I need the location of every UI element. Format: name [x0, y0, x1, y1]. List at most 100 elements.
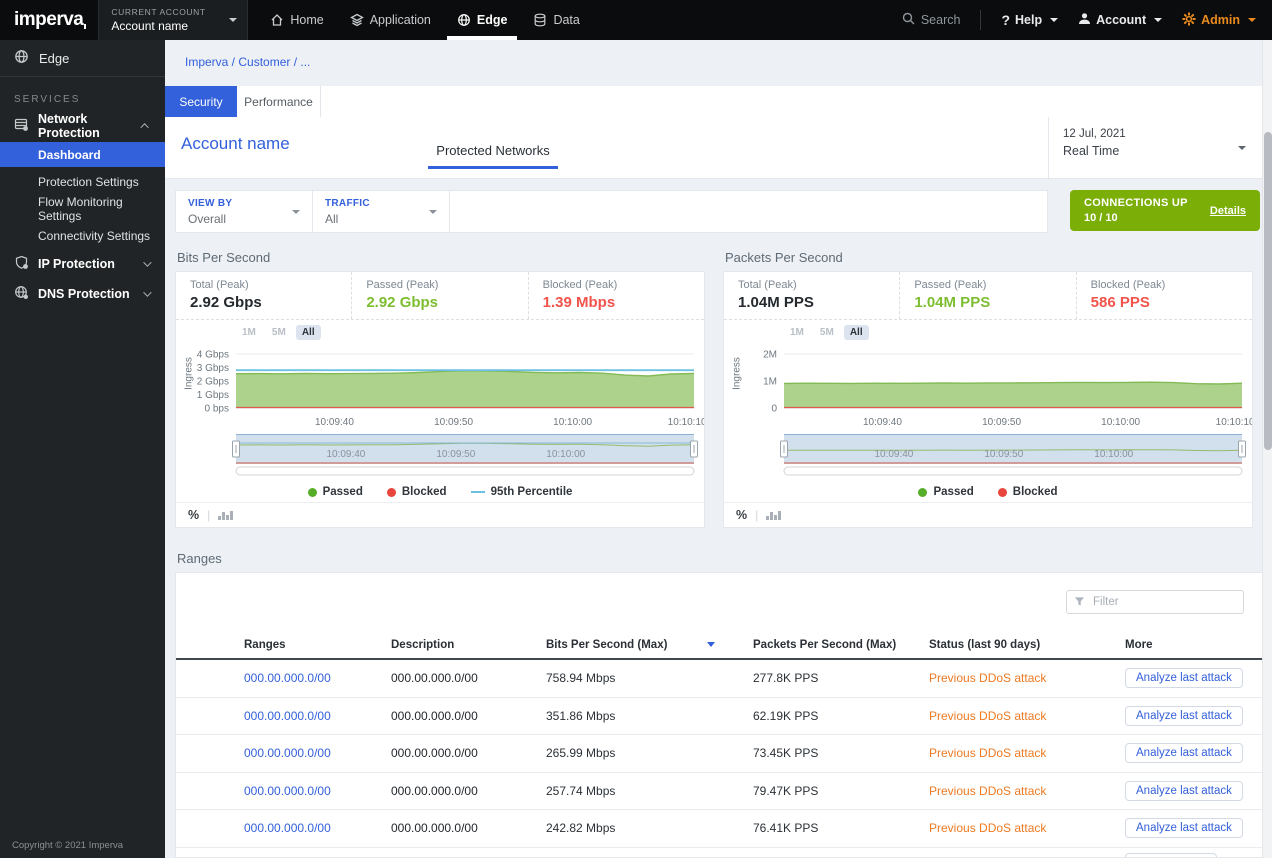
previous-ddos-attack-link[interactable]: Previous DDoS attack — [929, 746, 1047, 761]
nav-item-data[interactable]: Data — [533, 0, 580, 40]
range-5m-button[interactable]: 5M — [819, 327, 834, 338]
sidebar-group-network-protection[interactable]: Network Protection — [0, 111, 165, 141]
chart-brush[interactable] — [236, 434, 694, 464]
charts-row: Bits Per Second Total (Peak) 2.92 Gbps P… — [165, 250, 1272, 528]
sidebar-item-connectivity-settings[interactable]: Connectivity Settings — [0, 222, 165, 249]
percent-unit-toggle[interactable]: % — [736, 508, 748, 522]
red-dot-icon — [997, 487, 1007, 497]
analyze-last-attack-button[interactable]: Analyze last attack — [1125, 818, 1243, 839]
search-button[interactable]: Search — [902, 12, 960, 28]
sidebar-item-dashboard[interactable]: Dashboard — [0, 142, 165, 167]
bits-area-chart[interactable]: 4 Gbps 3 Gbps 2 Gbps 1 Gbps 0 bps 10:09:40 10:… — [176, 320, 704, 478]
top-bar-right: Search ? Help Account Admin — [902, 10, 1272, 30]
ranges-card: Ranges Description Bits Per Second (Max)… — [175, 572, 1263, 858]
range-all-button[interactable]: All — [843, 325, 869, 340]
range-link[interactable]: 000.00.000.0/00 — [244, 746, 331, 761]
current-account-switcher[interactable]: CURRENT ACCOUNT Account name — [98, 0, 249, 40]
details-link[interactable]: Details — [1209, 204, 1246, 217]
bar-chart-icon[interactable] — [218, 510, 233, 520]
chevron-down-icon — [1238, 146, 1246, 150]
sidebar-item-flow-monitoring-settings[interactable]: Flow Monitoring Settings — [0, 195, 165, 223]
tab-performance[interactable]: Performance — [237, 86, 321, 117]
breadcrumb[interactable]: Imperva / Customer / ... — [185, 55, 311, 69]
legend-passed[interactable]: Passed — [307, 486, 363, 498]
previous-ddos-attack-link[interactable]: Previous DDoS attack — [929, 708, 1047, 723]
brush-track[interactable] — [235, 466, 695, 476]
range-link[interactable]: 000.00.000.0/00 — [244, 821, 331, 836]
legend-label: Passed — [933, 486, 974, 498]
analyze-last-attack-button[interactable] — [1125, 853, 1217, 857]
range-toggle: 1M 5M All — [784, 325, 869, 340]
help-label: Help — [1015, 13, 1043, 27]
range-all-button[interactable]: All — [295, 325, 321, 340]
traffic-select[interactable]: TRAFFIC All — [313, 191, 450, 232]
sidebar-item-protection-settings[interactable]: Protection Settings — [0, 168, 165, 195]
green-dot-icon — [918, 487, 928, 497]
vertical-scrollbar[interactable] — [1262, 40, 1272, 858]
legend-blocked[interactable]: Blocked — [997, 486, 1058, 498]
legend-label: 95th Percentile — [490, 486, 573, 498]
column-header-ranges[interactable]: Ranges — [244, 638, 286, 651]
nav-item-home[interactable]: Home — [270, 0, 324, 40]
title-bar: Account name Protected Networks 12 Jul, … — [165, 117, 1262, 179]
help-menu[interactable]: ? Help — [1001, 12, 1059, 28]
edge-globe-icon — [457, 13, 471, 27]
chevron-down-icon — [429, 210, 437, 214]
nav-item-label: Home — [290, 13, 324, 27]
bps-max-value: 351.86 Mbps — [546, 708, 616, 723]
percent-unit-toggle[interactable]: % — [188, 508, 200, 522]
column-header-status[interactable]: Status (last 90 days) — [929, 638, 1041, 651]
analyze-last-attack-button[interactable]: Analyze last attack — [1125, 743, 1243, 764]
range-link[interactable]: 000.00.000.0/00 — [244, 783, 331, 798]
column-header-bps-max[interactable]: Bits Per Second (Max) — [546, 639, 753, 651]
column-header-label: Bits Per Second (Max) — [546, 638, 668, 651]
pps-area-chart[interactable]: 2M 1M 0 10:09:40 10:09:50 10:10:00 10:10:10 10:… — [724, 320, 1252, 478]
stat-blocked-peak: Blocked (Peak) 586 PPS — [1075, 272, 1252, 319]
filter-strip: VIEW BY Overall TRAFFIC All CONNECTIONS … — [175, 190, 1262, 233]
sidebar-group-label: IP Protection — [38, 257, 115, 271]
nav-item-application[interactable]: Application — [349, 0, 431, 40]
range-1m-button[interactable]: 1M — [242, 327, 256, 338]
range-link[interactable]: 000.00.000.0/00 — [244, 671, 331, 686]
column-header-pps-max[interactable]: Packets Per Second (Max) — [753, 638, 897, 651]
brush-track[interactable] — [783, 466, 1243, 476]
nav-item-edge[interactable]: Edge — [446, 0, 517, 40]
analyze-last-attack-button[interactable]: Analyze last attack — [1125, 705, 1243, 726]
range-link[interactable]: 000.00.000.0/00 — [244, 708, 331, 723]
svg-text:10:10:00: 10:10:00 — [546, 449, 585, 460]
range-5m-button[interactable]: 5M — [271, 327, 286, 338]
legend-95th-percentile[interactable]: 95th Percentile — [470, 486, 573, 498]
view-by-select[interactable]: VIEW BY Overall — [176, 191, 313, 232]
column-header-more[interactable]: More — [1125, 638, 1153, 651]
analyze-last-attack-button[interactable]: Analyze last attack — [1125, 668, 1243, 689]
tab-security[interactable]: Security — [165, 86, 237, 117]
legend-blocked[interactable]: Blocked — [386, 486, 447, 498]
scrollbar-thumb[interactable] — [1264, 132, 1272, 450]
column-header-description[interactable]: Description — [391, 638, 455, 651]
help-icon: ? — [1001, 12, 1011, 28]
legend-passed[interactable]: Passed — [918, 486, 974, 498]
previous-ddos-attack-link[interactable]: Previous DDoS attack — [929, 783, 1047, 798]
analyze-last-attack-button[interactable]: Analyze last attack — [1125, 780, 1243, 801]
svg-text:3 Gbps: 3 Gbps — [197, 363, 229, 374]
sort-desc-icon[interactable] — [707, 642, 715, 647]
chart-brush[interactable] — [784, 434, 1242, 464]
previous-ddos-attack-link[interactable]: Previous DDoS attack — [929, 821, 1047, 836]
edge-globe-icon — [14, 49, 29, 67]
sidebar-product-edge[interactable]: Edge — [0, 40, 165, 77]
bar-chart-icon[interactable] — [766, 510, 781, 520]
admin-menu[interactable]: Admin — [1182, 11, 1256, 29]
subtab-protected-networks[interactable]: Protected Networks — [428, 143, 558, 169]
sidebar-group-dns-protection[interactable]: DNS Protection — [0, 279, 165, 309]
connections-up-badge[interactable]: CONNECTIONS UP 10 / 10 Details — [1070, 190, 1260, 231]
account-menu[interactable]: Account — [1078, 12, 1163, 28]
chevron-down-icon — [1050, 18, 1059, 22]
sidebar-group-ip-protection[interactable]: IP Protection — [0, 249, 165, 279]
nav-item-label: Application — [369, 13, 431, 27]
tab-bar: Security Performance — [165, 86, 1262, 117]
previous-ddos-attack-link[interactable]: Previous DDoS attack — [929, 671, 1047, 686]
more-cell: Analyze last attack — [1125, 705, 1262, 726]
table-filter-input[interactable] — [1066, 590, 1244, 614]
range-1m-button[interactable]: 1M — [790, 327, 804, 338]
date-range-selector[interactable]: 12 Jul, 2021 Real Time — [1048, 117, 1262, 178]
